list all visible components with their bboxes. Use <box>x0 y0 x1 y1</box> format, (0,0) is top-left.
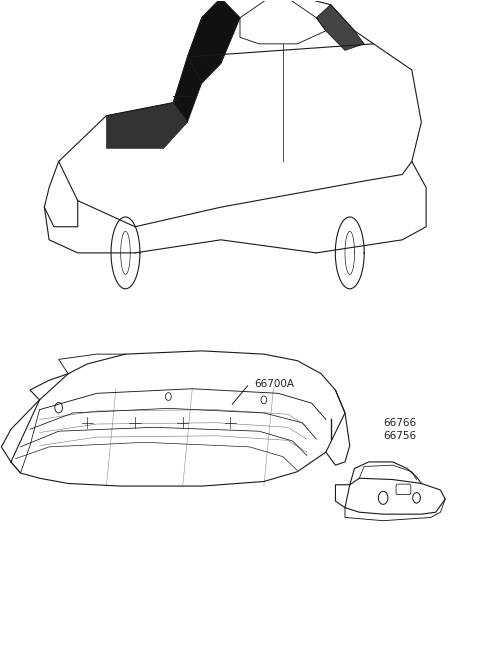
FancyBboxPatch shape <box>396 484 411 495</box>
Text: 66766: 66766 <box>383 418 416 428</box>
Polygon shape <box>316 5 364 51</box>
Text: 66700A: 66700A <box>254 379 294 388</box>
Text: 66756: 66756 <box>383 431 416 441</box>
Polygon shape <box>173 57 202 122</box>
Polygon shape <box>188 0 240 83</box>
Polygon shape <box>107 102 188 148</box>
